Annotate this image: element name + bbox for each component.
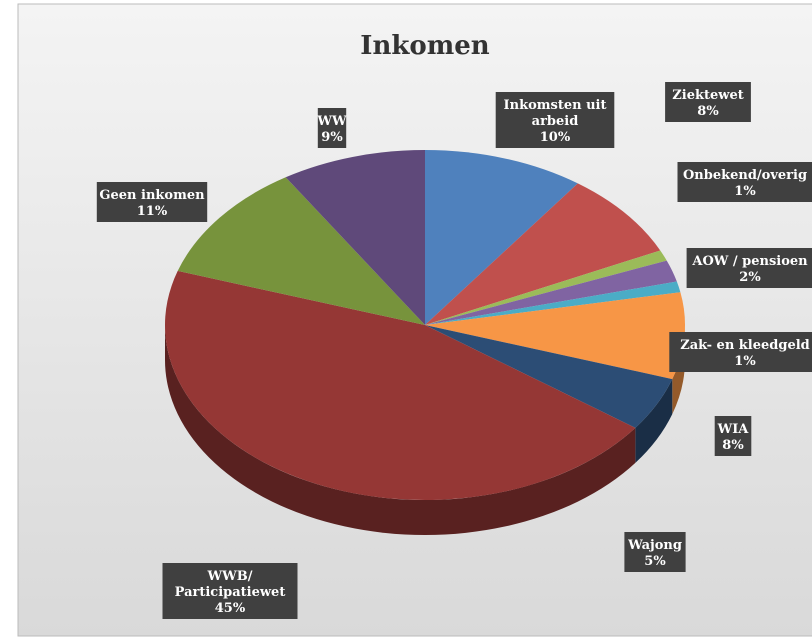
data-label-name: Inkomsten uit arbeid	[504, 98, 607, 129]
data-label-value: 5%	[644, 554, 666, 569]
data-label-value: 9%	[321, 130, 343, 145]
data-label-box	[624, 532, 686, 572]
data-label-name: WWB/Participatiewet	[175, 569, 286, 600]
data-label-box	[495, 92, 615, 148]
pie-slice	[425, 292, 685, 380]
data-label-name: Onbekend/overig	[683, 168, 807, 183]
data-label-value: 2%	[739, 270, 761, 285]
pie-slice	[165, 270, 636, 500]
pie-slice	[425, 260, 677, 325]
pie-slice	[285, 150, 425, 325]
data-label-box	[96, 182, 208, 222]
data-label-name: WIA	[717, 422, 750, 437]
pie-slice	[425, 250, 667, 325]
data-label-name: WW	[316, 114, 347, 129]
data-label-name: Zak- en kleedgeld	[680, 338, 810, 353]
data-label-box	[665, 82, 751, 122]
data-label-name: Geen inkomen	[99, 188, 205, 203]
data-label-value: 8%	[722, 438, 744, 453]
pie-slice	[425, 150, 578, 325]
data-label-value: 8%	[697, 104, 719, 119]
data-label-value: 1%	[734, 354, 756, 369]
data-label-box	[714, 416, 752, 456]
pie-slice	[177, 177, 425, 325]
data-label-name: Ziektewet	[672, 88, 743, 103]
data-label-name: AOW / pensioen	[691, 254, 808, 269]
data-label-value: 10%	[540, 130, 571, 145]
pie-slice	[425, 325, 673, 428]
data-label-value: 11%	[137, 204, 168, 219]
data-label-name: Wajong	[627, 538, 682, 553]
data-label-box	[669, 332, 812, 372]
data-label-value: 45%	[215, 601, 246, 616]
data-label-value: 1%	[734, 184, 756, 199]
data-label-box	[162, 563, 298, 619]
chart-title: Inkomen	[360, 31, 489, 61]
pie-slice-side	[165, 325, 636, 535]
pie-slice	[425, 183, 661, 325]
pie-slice	[425, 281, 681, 325]
pie-slice-side	[635, 379, 673, 463]
data-label-box	[317, 108, 347, 148]
data-label-box	[686, 248, 812, 288]
data-label-box	[677, 162, 812, 202]
